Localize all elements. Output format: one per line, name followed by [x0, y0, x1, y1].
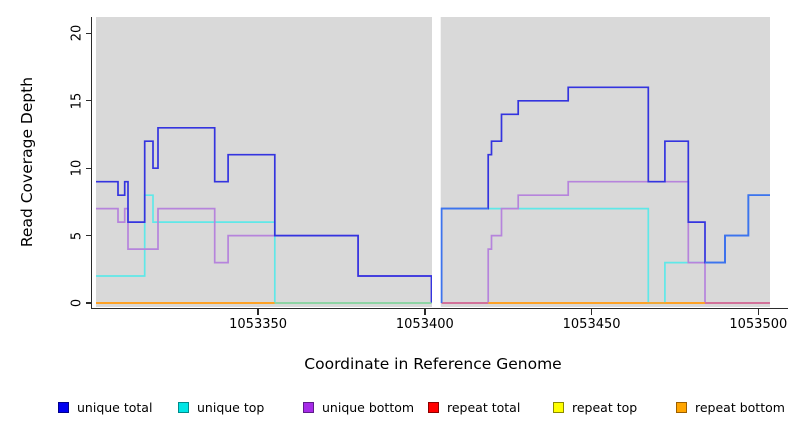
series-line-unique-bottom: [441, 180, 770, 304]
legend-item-repeat-top: repeat top: [553, 400, 637, 415]
legend-item-repeat-bottom: repeat bottom: [676, 400, 785, 415]
series-line-unique-total-overlap: [440, 207, 489, 303]
y-axis-line: [91, 17, 93, 309]
legend-swatch-unique-top: [178, 402, 189, 413]
x-tick-label: 1053350: [229, 317, 288, 332]
chart-legend: unique total unique top unique bottom repea…: [0, 400, 792, 420]
plot-panel: [96, 17, 770, 307]
x-axis-line: [91, 308, 788, 310]
y-tick-mark: [85, 100, 91, 102]
x-tick-mark: [424, 309, 426, 315]
series-line-unique-total: [96, 126, 433, 303]
x-tick-mark: [757, 309, 760, 315]
x-tick-mark: [590, 309, 593, 315]
x-axis-title: Coordinate in Reference Genome: [304, 355, 562, 373]
legend-swatch-unique-total: [58, 402, 69, 413]
y-tick-mark: [85, 234, 91, 237]
legend-swatch-repeat-total: [428, 402, 439, 413]
legend-item-unique-bottom: unique bottom: [303, 400, 414, 415]
y-tick-label: 0: [69, 298, 85, 308]
series-line-unique-total-overlap: [705, 194, 770, 264]
x-tick-label: 1053400: [395, 317, 454, 332]
legend-label-unique-bottom: unique bottom: [322, 400, 415, 415]
y-tick-mark: [85, 32, 91, 35]
coverage-step-chart: [96, 17, 770, 307]
legend-label-unique-top: unique top: [197, 400, 265, 415]
legend-label-unique-total: unique total: [77, 400, 153, 415]
y-tick-mark: [85, 167, 91, 169]
series-line-unique-top: [96, 194, 432, 304]
y-tick-label: 15: [69, 92, 85, 110]
no-data-gap-band: [432, 17, 441, 307]
y-tick-label: 20: [69, 25, 85, 42]
legend-label-repeat-total: repeat total: [447, 400, 521, 415]
series-line-unique-total: [440, 86, 770, 303]
x-tick-label: 1053450: [562, 317, 621, 332]
legend-swatch-repeat-top: [553, 402, 564, 413]
legend-label-repeat-top: repeat top: [572, 400, 638, 415]
legend-item-unique-top: unique top: [178, 400, 264, 415]
y-tick-mark: [85, 302, 91, 304]
legend-label-repeat-bottom: repeat bottom: [695, 400, 785, 415]
y-tick-label: 5: [69, 231, 85, 240]
legend-item-unique-total: unique total: [58, 400, 152, 415]
x-tick-label: 1053500: [729, 317, 788, 332]
legend-swatch-repeat-bottom: [676, 402, 687, 413]
legend-swatch-unique-bottom: [303, 402, 314, 413]
legend-item-repeat-total: repeat total: [428, 400, 520, 415]
y-tick-label: 10: [69, 159, 85, 177]
x-tick-mark: [257, 309, 259, 315]
y-axis-title: Read Coverage Depth: [18, 76, 36, 248]
